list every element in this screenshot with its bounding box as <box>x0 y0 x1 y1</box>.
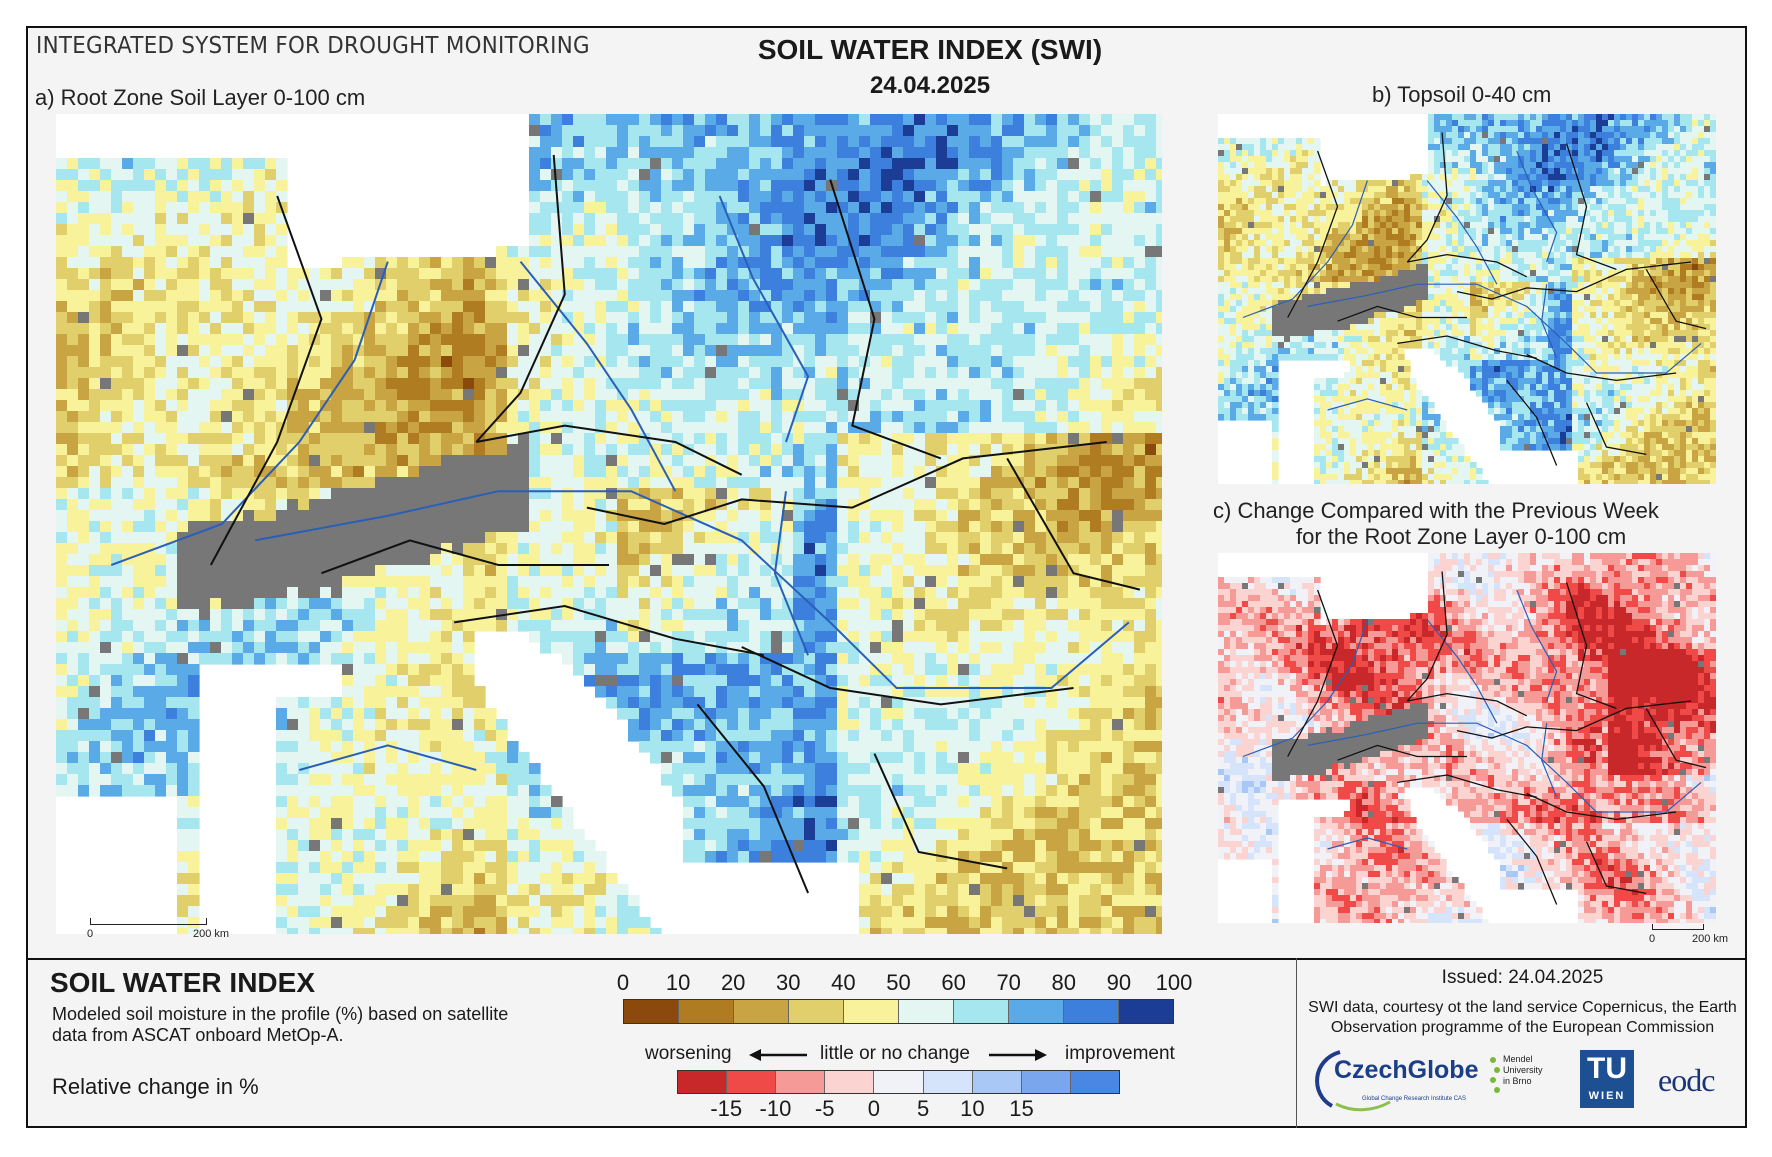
map-c-raster <box>1218 553 1716 923</box>
weekly-change-map <box>1218 553 1716 923</box>
improvement-label: improvement <box>1065 1043 1175 1064</box>
topsoil-swi-map <box>1218 114 1716 484</box>
change-tick-label: 0 <box>867 1096 880 1121</box>
legend-heading: SOIL WATER INDEX <box>50 967 315 998</box>
data-credits: SWI data, courtesy ot the land service C… <box>1308 999 1737 1036</box>
right-arrow-icon <box>989 1049 1047 1061</box>
left-arrow-icon <box>749 1049 807 1061</box>
swi-tick-label: 90 <box>1106 970 1132 995</box>
change-color-class-7 <box>1021 1071 1071 1093</box>
change-color-class-4 <box>874 1071 924 1093</box>
footer-vertical-divider <box>1296 958 1297 1128</box>
change-color-class-3 <box>825 1071 875 1093</box>
change-color-class-1 <box>727 1071 777 1093</box>
change-color-class-5 <box>923 1071 973 1093</box>
panel-a-title: a) Root Zone Soil Layer 0-100 cm <box>35 85 366 110</box>
swi-tick-label: 100 <box>1155 970 1193 995</box>
rivers <box>1242 150 1702 411</box>
swi-tick-label: 80 <box>1051 970 1077 995</box>
swi-color-class-2 <box>734 1000 789 1023</box>
scale-bar-c-end: 200 km <box>1692 933 1729 945</box>
change-tick-labels: -15 -10 -5 0 5 10 15 <box>677 1096 1120 1122</box>
main-date: 24.04.2025 <box>869 72 991 99</box>
raster-cells <box>1218 114 1716 484</box>
country-borders <box>209 154 1141 894</box>
panel-c-title-line1: c) Change Compared with the Previous Wee… <box>1213 498 1659 523</box>
system-title: INTEGRATED SYSTEM FOR DROUGHT MONITORING <box>36 33 590 59</box>
swi-tick-label: 70 <box>996 970 1021 995</box>
change-tick-label: -5 <box>814 1096 835 1121</box>
root-zone-swi-map <box>56 114 1162 934</box>
change-tick-label: -15 <box>710 1096 743 1121</box>
scale-bar-a-start: 0 <box>87 928 94 940</box>
swi-color-class-1 <box>679 1000 734 1023</box>
panel-b-title: b) Topsoil 0-40 cm <box>1372 82 1552 107</box>
rivers <box>110 195 1130 771</box>
relative-change-label: Relative change in % <box>52 1074 259 1099</box>
change-color-class-0 <box>678 1071 728 1093</box>
mendel-line-3: in Brno <box>1503 1076 1532 1086</box>
swi-colorbar <box>623 999 1174 1024</box>
swi-color-class-5 <box>899 1000 954 1023</box>
swi-color-class-0 <box>624 1000 679 1023</box>
change-tick-label: 5 <box>916 1096 930 1121</box>
mendel-university-logo: Mendel University in Brno <box>1487 1050 1567 1110</box>
swi-color-class-4 <box>844 1000 899 1023</box>
worsening-label: worsening <box>645 1043 732 1064</box>
change-tick-label: 15 <box>1009 1096 1034 1121</box>
raster-cells <box>56 114 1162 934</box>
neutral-label: little or no change <box>820 1043 970 1064</box>
swi-tick-labels: 0 10 20 30 40 50 60 70 80 90 100 <box>617 970 1192 996</box>
swi-tick-label: 60 <box>941 970 966 995</box>
mendel-line-2: University <box>1503 1065 1543 1075</box>
swi-tick-label: 0 <box>616 970 630 995</box>
czechglobe-wordmark: CzechGlobe <box>1334 1056 1479 1084</box>
eodc-logo: eodc <box>1658 1062 1715 1098</box>
tu-wien-logo: TU WIEN <box>1580 1050 1634 1108</box>
swi-tick-label: 10 <box>665 970 691 995</box>
map-a-raster <box>56 114 1162 934</box>
czechglobe-subtitle: Global Change Research Institute CAS <box>1362 1096 1467 1102</box>
change-colorbar <box>677 1070 1120 1094</box>
scale-bar-c-start: 0 <box>1649 933 1656 945</box>
panel-c-title-line2: for the Root Zone Layer 0-100 cm <box>1296 524 1627 549</box>
swi-color-class-6 <box>954 1000 1009 1023</box>
swi-tick-label: 20 <box>720 970 746 995</box>
swi-color-class-9 <box>1119 1000 1173 1023</box>
swi-tick-label: 50 <box>886 970 911 995</box>
change-tick-label: -10 <box>759 1096 792 1121</box>
swi-tick-label: 40 <box>831 970 856 995</box>
map-b-raster <box>1218 114 1716 484</box>
change-tick-label: 10 <box>960 1096 985 1121</box>
mendel-line-1: Mendel <box>1503 1054 1533 1064</box>
swi-color-class-3 <box>789 1000 844 1023</box>
country-borders <box>1287 571 1707 905</box>
tu-wordmark: TU <box>1587 1052 1627 1085</box>
wien-wordmark: WIEN <box>1588 1090 1626 1102</box>
footer-divider <box>26 958 1747 960</box>
swi-color-class-7 <box>1009 1000 1064 1023</box>
change-color-class-8 <box>1070 1071 1119 1093</box>
scale-bar-a-end: 200 km <box>193 928 230 940</box>
raster-cells <box>1218 553 1716 923</box>
issued-date: Issued: 24.04.2025 <box>1441 967 1604 988</box>
country-borders <box>1287 132 1707 466</box>
change-color-class-6 <box>972 1071 1022 1093</box>
swi-tick-label: 30 <box>776 970 801 995</box>
swi-color-class-8 <box>1064 1000 1119 1023</box>
legend-description: Modeled soil moisture in the profile (%)… <box>52 1004 509 1045</box>
change-color-class-2 <box>776 1071 826 1093</box>
rivers <box>1242 589 1702 850</box>
czechglobe-logo: CzechGlobe Global Change Research Instit… <box>1312 1046 1482 1116</box>
main-title: SOIL WATER INDEX (SWI) <box>757 34 1103 65</box>
